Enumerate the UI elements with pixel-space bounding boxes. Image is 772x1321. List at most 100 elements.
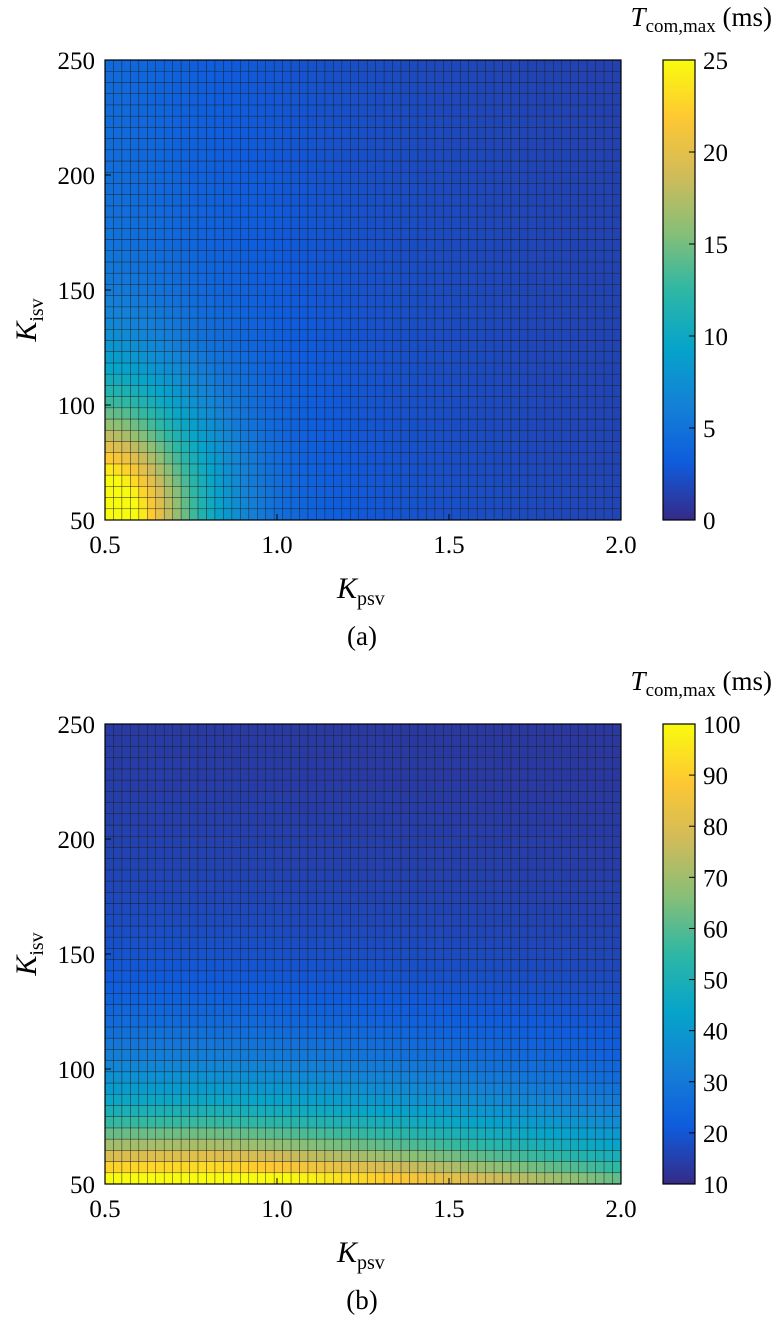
- heatmap-cell: [443, 115, 453, 128]
- heatmap-cell: [443, 858, 453, 871]
- heatmap-cell: [578, 115, 588, 128]
- heatmap-cell: [214, 948, 224, 960]
- heatmap-cell: [366, 250, 376, 263]
- heatmap-cell: [561, 1037, 571, 1050]
- heatmap-cell: [510, 486, 520, 498]
- heatmap-cell: [417, 768, 427, 781]
- heatmap-cell: [257, 1105, 266, 1117]
- heatmap-cell: [147, 723, 157, 736]
- heatmap-cell: [553, 1093, 563, 1106]
- heatmap-cell: [409, 903, 419, 915]
- heatmap-cell: [214, 802, 224, 815]
- heatmap-cell: [358, 1037, 368, 1050]
- heatmap-cell: [214, 892, 224, 904]
- heatmap-cell: [130, 1105, 140, 1117]
- heatmap-cell: [163, 362, 173, 375]
- heatmap-cell: [468, 59, 478, 72]
- heatmap-cell: [417, 463, 427, 476]
- heatmap-cell: [197, 340, 207, 352]
- heatmap-cell: [434, 835, 444, 848]
- heatmap-cell: [113, 429, 123, 442]
- heatmap-cell: [240, 171, 250, 184]
- heatmap-cell: [147, 925, 157, 938]
- heatmap-cell: [240, 261, 250, 274]
- heatmap-cell: [510, 1004, 520, 1016]
- heatmap-cell: [358, 171, 368, 184]
- heatmap-cell: [536, 802, 546, 815]
- heatmap-cell: [307, 1150, 317, 1162]
- heatmap-cell: [290, 486, 300, 498]
- heatmap-cell: [612, 1015, 622, 1028]
- heatmap-cell: [570, 317, 579, 330]
- heatmap-cell: [265, 127, 275, 139]
- heatmap-cell: [282, 1071, 292, 1084]
- heatmap-cell: [307, 486, 317, 498]
- heatmap-cell: [197, 746, 207, 758]
- heatmap-cell: [409, 418, 419, 431]
- heatmap-cell: [163, 757, 173, 770]
- heatmap-cell: [130, 261, 140, 274]
- heatmap-cell: [527, 508, 537, 521]
- heatmap-cell: [595, 306, 605, 319]
- heatmap-cell: [189, 914, 199, 927]
- heatmap-cell: [324, 138, 334, 151]
- heatmap-cell: [485, 295, 495, 308]
- heatmap-cell: [163, 903, 173, 915]
- heatmap-cell: [180, 1105, 190, 1117]
- heatmap-cell: [358, 250, 368, 263]
- heatmap-cell: [366, 351, 376, 364]
- heatmap-cell: [333, 104, 343, 117]
- heatmap-cell: [553, 149, 563, 162]
- heatmap-cell: [248, 1138, 258, 1151]
- heatmap-cell: [240, 791, 250, 803]
- heatmap-cell: [510, 407, 520, 420]
- heatmap-cell: [426, 306, 436, 319]
- heatmap-cell: [468, 239, 478, 251]
- heatmap-cell: [197, 284, 207, 296]
- heatmap-cell: [189, 228, 199, 240]
- heatmap-cell: [392, 1071, 402, 1084]
- heatmap-cell: [476, 1071, 486, 1084]
- heatmap-cell: [307, 396, 317, 409]
- heatmap-cell: [113, 115, 123, 128]
- heatmap-cell: [434, 306, 444, 319]
- heatmap-cell: [502, 70, 512, 83]
- heatmap-cell: [324, 1015, 334, 1028]
- heatmap-cell: [493, 835, 503, 848]
- heatmap-cell: [409, 1105, 419, 1117]
- heatmap-cell: [265, 858, 275, 871]
- heatmap-cell: [409, 1138, 419, 1151]
- heatmap-cell: [240, 936, 250, 949]
- heatmap-cell: [485, 779, 495, 792]
- heatmap-cell: [570, 295, 579, 308]
- heatmap-cell: [248, 104, 258, 117]
- heatmap-cell: [333, 892, 343, 904]
- heatmap-cell: [350, 925, 360, 938]
- heatmap-cell: [612, 936, 622, 949]
- heatmap-cell: [138, 1026, 148, 1039]
- heatmap-cell: [147, 138, 157, 151]
- heatmap-cell: [468, 306, 478, 319]
- heatmap-cell: [578, 768, 588, 781]
- heatmap-cell: [307, 1082, 317, 1095]
- heatmap-cell: [324, 970, 334, 983]
- heatmap-cell: [282, 429, 292, 442]
- heatmap-cell: [586, 1037, 596, 1050]
- heatmap-cell: [553, 93, 563, 106]
- heatmap-cell: [121, 824, 131, 837]
- heatmap-cell: [189, 847, 199, 859]
- heatmap-cell: [273, 1082, 283, 1095]
- heatmap-cell: [417, 295, 427, 308]
- heatmap-cell: [324, 791, 334, 803]
- heatmap-cell: [231, 1004, 241, 1016]
- heatmap-cell: [578, 205, 588, 218]
- heatmap-cell: [544, 418, 554, 431]
- heatmap-cell: [223, 858, 233, 871]
- heatmap-cell: [468, 295, 478, 308]
- heatmap-cell: [612, 1026, 622, 1039]
- heatmap-cell: [417, 791, 427, 803]
- heatmap-cell: [570, 802, 579, 815]
- heatmap-cell: [206, 93, 216, 106]
- heatmap-cell: [612, 970, 622, 983]
- heatmap-cell: [485, 463, 495, 476]
